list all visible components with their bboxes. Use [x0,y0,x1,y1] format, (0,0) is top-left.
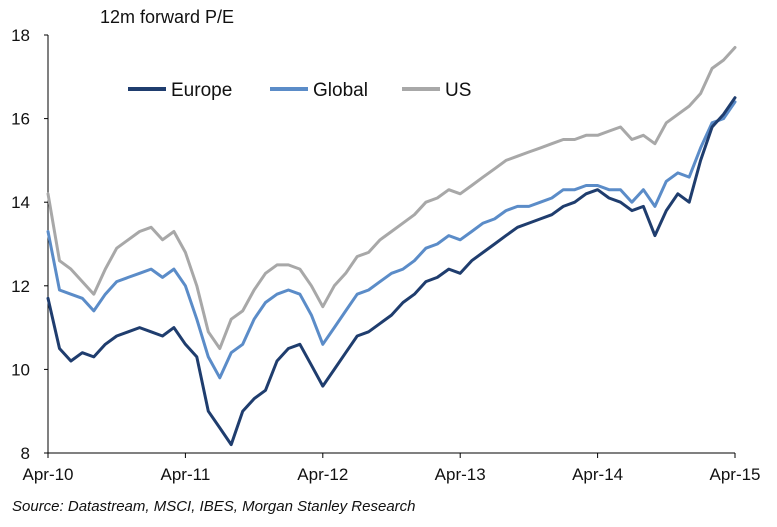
y-tick-label: 12 [11,277,30,296]
series-line-global [46,100,737,380]
x-tick-label: Apr-13 [435,465,486,484]
legend-label: Global [313,80,368,101]
legend: Europe Global US [128,80,471,101]
y-tick-label: 14 [11,193,30,212]
y-tick-label: 8 [21,444,30,463]
series-line-us [46,46,737,350]
series-line-europe [46,96,737,447]
x-tick-label: Apr-14 [572,465,623,484]
x-tick-label: Apr-10 [22,465,73,484]
y-tick-label: 18 [11,26,30,45]
y-axis-title: 12m forward P/E [100,7,234,27]
y-tick-label: 10 [11,360,30,379]
y-tick-label: 16 [11,110,30,129]
legend-label: US [445,80,471,101]
axes [44,34,736,458]
x-tick-label: Apr-11 [161,465,211,484]
source-note: Source: Datastream, MSCI, IBES, Morgan S… [12,498,416,515]
x-tick-label: Apr-15 [709,465,760,484]
series-lines [46,46,737,447]
x-tick-labels: Apr-10 Apr-11 Apr-12 Apr-13 Apr-14 Apr-15 [22,465,760,484]
x-tick-label: Apr-12 [297,465,348,484]
y-tick-labels: 8 10 12 14 16 18 [11,26,30,463]
legend-label: Europe [171,80,232,101]
